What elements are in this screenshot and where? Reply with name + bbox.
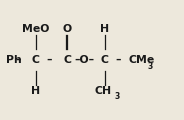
Text: 3: 3 — [147, 62, 153, 71]
Text: O: O — [63, 24, 72, 34]
Text: C: C — [101, 55, 109, 65]
Text: MeO: MeO — [22, 24, 49, 34]
Text: CMe: CMe — [129, 55, 155, 65]
Text: –O–: –O– — [75, 55, 95, 65]
Text: H: H — [100, 24, 109, 34]
Text: H: H — [31, 86, 40, 96]
Text: Ph: Ph — [6, 55, 22, 65]
Text: –: – — [115, 55, 121, 65]
Text: CH: CH — [94, 86, 112, 96]
Text: C: C — [63, 55, 71, 65]
Text: C: C — [32, 55, 40, 65]
Text: –: – — [46, 55, 52, 65]
Text: –: – — [16, 55, 21, 65]
Text: 3: 3 — [115, 92, 120, 101]
